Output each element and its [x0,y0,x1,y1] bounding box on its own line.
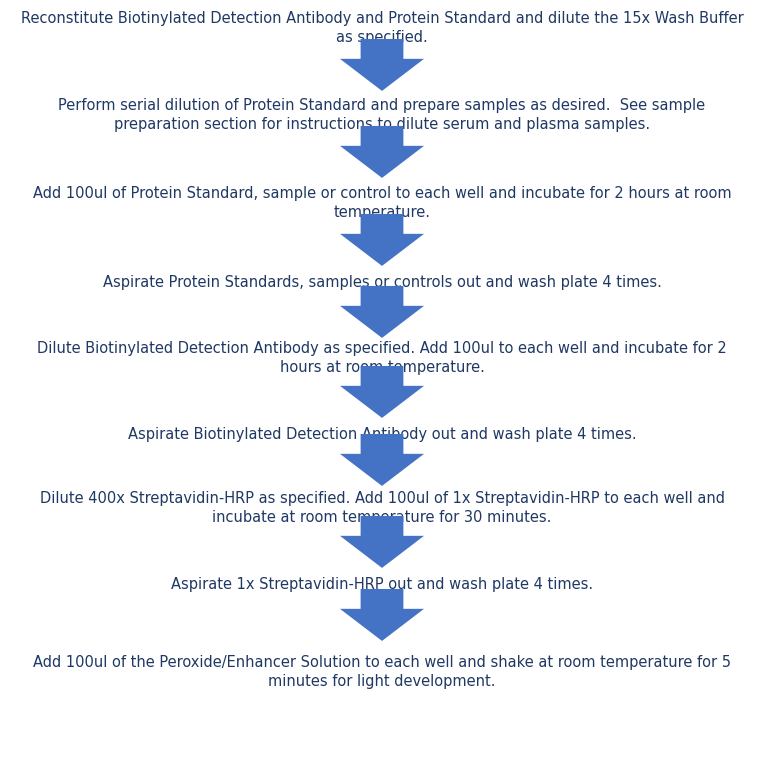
Text: Dilute Biotinylated Detection Antibody as specified. Add 100ul to each well and : Dilute Biotinylated Detection Antibody a… [37,341,727,375]
Polygon shape [340,434,424,486]
Text: Dilute 400x Streptavidin-HRP as specified. Add 100ul of 1x Streptavidin-HRP to e: Dilute 400x Streptavidin-HRP as specifie… [40,491,724,525]
Text: Aspirate 1x Streptavidin-HRP out and wash plate 4 times.: Aspirate 1x Streptavidin-HRP out and was… [171,578,593,593]
Polygon shape [340,589,424,641]
Polygon shape [340,39,424,91]
Polygon shape [340,214,424,266]
Text: Add 100ul of Protein Standard, sample or control to each well and incubate for 2: Add 100ul of Protein Standard, sample or… [33,186,731,220]
Text: Aspirate Biotinylated Detection Antibody out and wash plate 4 times.: Aspirate Biotinylated Detection Antibody… [128,428,636,442]
Polygon shape [340,516,424,568]
Polygon shape [340,126,424,178]
Text: Aspirate Protein Standards, samples or controls out and wash plate 4 times.: Aspirate Protein Standards, samples or c… [102,276,662,290]
Text: Reconstitute Biotinylated Detection Antibody and Protein Standard and dilute the: Reconstitute Biotinylated Detection Anti… [21,11,743,45]
Polygon shape [340,286,424,338]
Text: Add 100ul of the Peroxide/Enhancer Solution to each well and shake at room tempe: Add 100ul of the Peroxide/Enhancer Solut… [33,655,731,689]
Text: Perform serial dilution of Protein Standard and prepare samples as desired.  See: Perform serial dilution of Protein Stand… [58,98,706,132]
Polygon shape [340,366,424,418]
